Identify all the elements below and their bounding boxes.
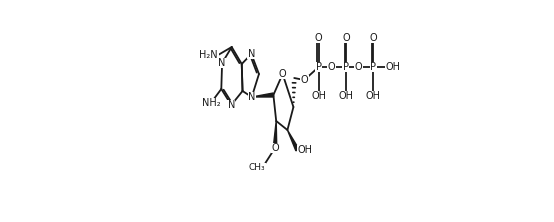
Text: OH: OH (366, 91, 381, 101)
Polygon shape (288, 130, 299, 151)
Text: O: O (300, 75, 308, 85)
Text: O: O (279, 69, 286, 79)
Text: O: O (271, 143, 279, 153)
Text: P: P (370, 62, 376, 72)
Text: O: O (370, 33, 377, 43)
Text: P: P (343, 62, 349, 72)
Text: O: O (315, 33, 322, 43)
Text: N: N (248, 92, 255, 102)
Text: O: O (342, 33, 350, 43)
Text: OH: OH (338, 91, 353, 101)
Polygon shape (273, 121, 277, 148)
Text: CH₃: CH₃ (249, 163, 265, 172)
Text: OH: OH (386, 62, 401, 72)
Text: O: O (355, 62, 362, 72)
Text: NH₂: NH₂ (202, 98, 220, 108)
Text: N: N (248, 49, 255, 59)
Text: N: N (218, 58, 226, 68)
Text: OH: OH (311, 91, 326, 101)
Text: H₂N: H₂N (199, 50, 218, 60)
Text: N: N (228, 100, 235, 110)
Polygon shape (252, 93, 274, 97)
Text: O: O (327, 62, 335, 72)
Text: OH: OH (297, 145, 312, 155)
Text: P: P (316, 62, 322, 72)
